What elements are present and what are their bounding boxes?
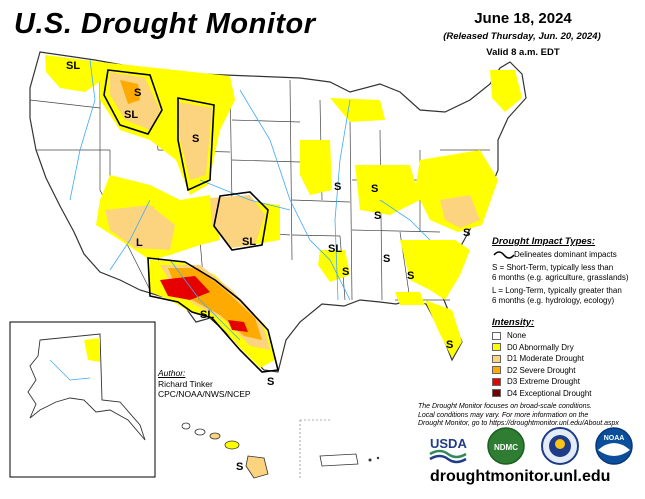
legend-d1: D1 Moderate Drought [492, 353, 642, 365]
label-wy: S [192, 133, 199, 145]
label-ga: S [407, 270, 414, 282]
author-block: Author: Richard Tinker CPC/NOAA/NWS/NCEP [158, 368, 251, 400]
impact-lines [103, 69, 279, 373]
legend-d4: D4 Exceptional Drought [492, 388, 642, 400]
label-in: S [371, 183, 378, 195]
label-hi: S [236, 461, 243, 473]
map-title: U.S. Drought Monitor [14, 8, 316, 40]
website-url[interactable]: droughtmonitor.unl.edu [430, 468, 611, 485]
noaa-text: NOAA [604, 435, 625, 442]
intensity-legend: Intensity: None D0 Abnormally Dry D1 Mod… [492, 317, 642, 399]
ndmc-text: NDMC [494, 443, 518, 452]
label-ks: SL [242, 236, 256, 248]
label-ky: S [374, 210, 381, 222]
impact-labels: SL SL S S L SL SL S S S S SL S S S S S S [66, 60, 470, 473]
label-il: S [334, 181, 341, 193]
label-az: L [136, 237, 143, 249]
swatch-d2 [492, 366, 501, 375]
label-wa: SL [66, 60, 80, 72]
swatch-d0 [492, 343, 501, 352]
label-la: S [342, 266, 349, 278]
legend-d2: D2 Severe Drought [492, 365, 642, 377]
commerce-logo [540, 426, 580, 466]
intensity-heading: Intensity: [492, 317, 535, 328]
author-org: CPC/NOAA/NWS/NCEP [158, 389, 251, 399]
usda-text: USDA [430, 436, 467, 451]
short-term-desc: S = Short-Term, typically less than 6 mon… [492, 263, 629, 282]
label-mt2: S [134, 87, 141, 99]
author-name: Richard Tinker [158, 378, 213, 389]
legend-d0: D0 Abnormally Dry [492, 342, 642, 354]
delineates-label: Delineates dominant impacts [514, 249, 617, 259]
swatch-none [492, 331, 501, 340]
label-tx: SL [200, 309, 214, 321]
d3-areas [160, 276, 248, 332]
release-date: (Released Thursday, Jun. 20, 2024) [443, 31, 601, 42]
hawaii-inset [181, 422, 269, 479]
author-heading: Author: [158, 368, 186, 378]
puerto-rico-inset [299, 419, 380, 480]
rivers [69, 59, 431, 341]
label-nc: S [463, 227, 470, 239]
valid-time: Valid 8 a.m. EDT [486, 47, 560, 58]
legend-none: None [492, 330, 642, 342]
legend-d3: D3 Extreme Drought [492, 376, 642, 388]
noaa-logo: NOAA [594, 426, 634, 466]
ndmc-logo: NDMC [486, 426, 526, 466]
label-tx2: S [267, 376, 274, 388]
impact-line-sample [493, 251, 515, 259]
long-term-desc: L = Long-Term, typically greater than 6 m… [492, 286, 622, 305]
swatch-d4 [492, 389, 501, 398]
label-ar: SL [328, 243, 342, 255]
label-mt: SL [124, 109, 138, 121]
swatch-d1 [492, 354, 501, 363]
disclaimer-note: The Drought Monitor focuses on broad-sca… [418, 403, 619, 428]
label-al: S [383, 253, 390, 265]
map-date: June 18, 2024 [474, 10, 572, 27]
impact-heading: Drought Impact Types: [492, 236, 596, 247]
alaska-d0 [84, 338, 100, 362]
label-fl: S [446, 339, 453, 351]
swatch-d3 [492, 377, 501, 386]
usda-logo: USDA [428, 426, 468, 466]
alaska-shape [27, 333, 146, 441]
impact-legend: Drought Impact Types: Delineates dominan… [492, 237, 642, 310]
